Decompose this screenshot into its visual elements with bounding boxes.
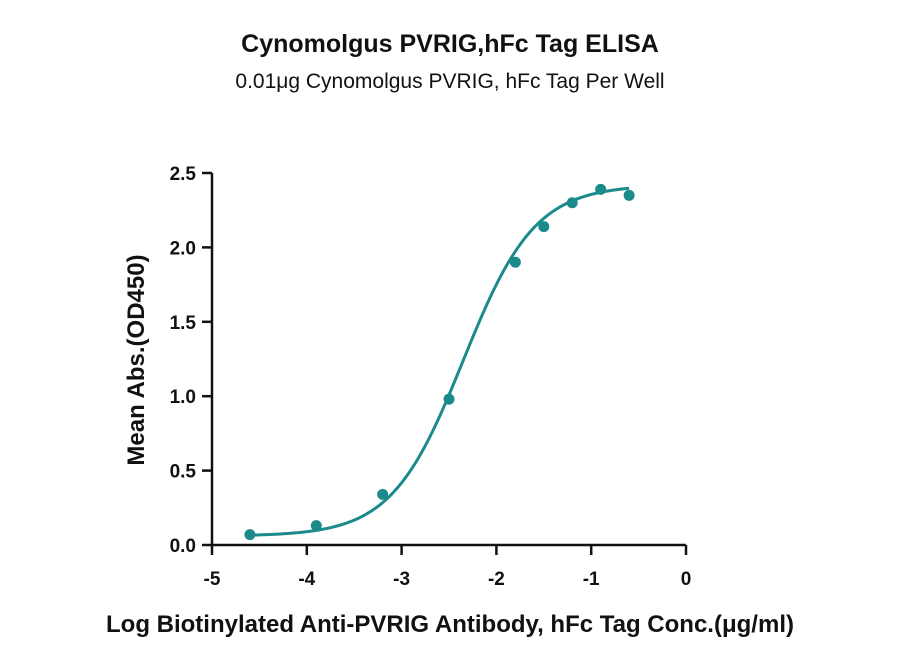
axes: 0.0 0.5 1.0 1.5 2.0 2.5 -5 -4 -3 -2 -1 0 <box>170 164 692 590</box>
data-point <box>595 183 607 195</box>
data-point <box>377 488 389 500</box>
x-tick-label: -5 <box>204 569 221 590</box>
chart-subtitle: 0.01μg Cynomolgus PVRIG, hFc Tag Per Wel… <box>235 70 665 93</box>
chart-title: Cynomolgus PVRIG,hFc Tag ELISA <box>241 30 659 58</box>
x-tick-label: -4 <box>298 569 315 590</box>
data-point <box>509 256 521 268</box>
x-axis-label: Log Biotinylated Anti-PVRIG Antibody, hF… <box>106 611 794 638</box>
data-point <box>244 529 256 541</box>
y-tick-label: 1.5 <box>170 313 197 334</box>
data-point <box>443 393 455 405</box>
data-point <box>566 197 578 209</box>
x-tick-label: -1 <box>583 569 600 590</box>
x-tick-label: -2 <box>488 569 505 590</box>
fit-curve <box>249 186 630 537</box>
x-tick-label: 0 <box>681 569 692 590</box>
y-tick-label: 1.0 <box>170 387 196 408</box>
fit-curve-group <box>249 186 630 537</box>
y-axis-label: Mean Abs.(OD450) <box>123 254 150 465</box>
y-tick-label: 2.0 <box>170 238 196 259</box>
y-tick-label: 0.5 <box>170 462 197 483</box>
data-point <box>623 189 635 201</box>
data-point <box>310 520 322 532</box>
y-tick-label: 2.5 <box>170 164 197 185</box>
data-points <box>244 183 635 541</box>
x-tick-label: -3 <box>393 569 410 590</box>
data-point <box>538 221 550 233</box>
y-tick-label: 0.0 <box>170 536 196 557</box>
